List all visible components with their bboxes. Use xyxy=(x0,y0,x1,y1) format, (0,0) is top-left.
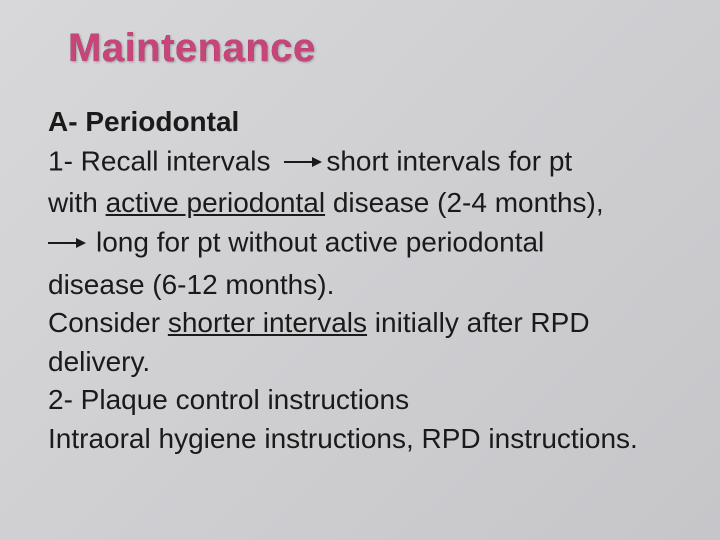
line-2b: disease (2-4 months), xyxy=(325,187,604,218)
line-5-underline: shorter intervals xyxy=(168,307,367,338)
slide-body: A- Periodontal 1- Recall intervals short… xyxy=(48,103,672,459)
line-5: Consider shorter intervals initially aft… xyxy=(48,304,672,343)
line-1b: short intervals for pt xyxy=(326,145,572,176)
line-3-text: long for pt without active periodontal xyxy=(96,227,544,258)
line-4: disease (6-12 months). xyxy=(48,266,672,305)
line-1a: 1- Recall intervals xyxy=(48,145,271,176)
slide-container: Maintenance A- Periodontal 1- Recall int… xyxy=(0,0,720,540)
arrow-icon xyxy=(48,223,86,262)
line-2: with active periodontal disease (2-4 mon… xyxy=(48,184,672,223)
line-5b: initially after RPD xyxy=(367,307,590,338)
line-5a: Consider xyxy=(48,307,168,338)
slide-title: Maintenance xyxy=(68,26,672,71)
subheading: A- Periodontal xyxy=(48,103,672,142)
line-3: long for pt without active periodontal xyxy=(48,223,672,266)
line-2a: with xyxy=(48,187,106,218)
line-6: delivery. xyxy=(48,343,672,382)
arrow-icon xyxy=(284,142,322,181)
line-2-underline: active periodontal xyxy=(106,187,325,218)
line-1: 1- Recall intervals short intervals for … xyxy=(48,142,672,185)
line-7: 2- Plaque control instructions xyxy=(48,381,672,420)
line-8: Intraoral hygiene instructions, RPD inst… xyxy=(48,420,672,459)
